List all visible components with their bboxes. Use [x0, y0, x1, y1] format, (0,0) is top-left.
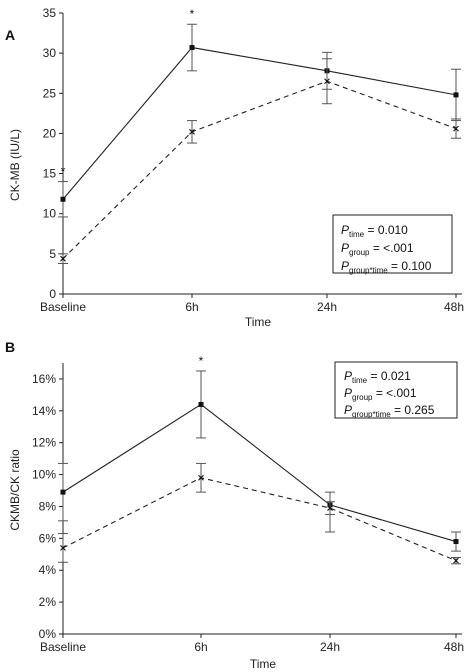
panel-b-x-tick-label: Baseline: [40, 640, 86, 654]
panel-a-y-tick-label: 25: [43, 86, 57, 100]
panel-a-point-x: [324, 78, 330, 85]
panel-a-series-line-solid: [62, 46, 457, 200]
panel-a-point-square: [60, 196, 66, 202]
panel-b-y-axis-title: CKMB/CK ratio: [8, 449, 22, 531]
panel-a-y-tick-label: 10: [43, 207, 57, 221]
panel-b-x-tick-label: 48h: [444, 640, 464, 654]
panel-a-x-tick-label: 48h: [444, 300, 464, 314]
panel-a-plot: 0 5 10 15 20 25 30 35 Baseline 6h 24h 48h * *: [40, 6, 464, 314]
panel-a-significance-marker: *: [61, 165, 66, 179]
panel-a-stats: Ptime = 0.010 Pgroup = <.001 Pgroup*time =…: [341, 223, 432, 275]
panel-b-x-tick-label: 6h: [194, 640, 207, 654]
panel-a-point-x-stroke: [324, 78, 330, 85]
panel-a-point-x-stroke: [60, 255, 66, 262]
panel-a-x-tick-label: 24h: [317, 300, 337, 314]
panel-a-series-line-dashed: [62, 80, 457, 260]
panel-b-stat-line: Pgroup*time = 0.265: [344, 403, 435, 419]
panel-b-point-square: [198, 401, 204, 407]
panel-b-significance-marker: *: [199, 354, 204, 368]
panel-b-point-x: [60, 545, 66, 551]
panel-a-y-tick-label: 5: [49, 247, 56, 261]
panel-b: B CKMB/CK ratio Time 0% 2% 4% 6% 8% 10% 12% 14%…: [5, 339, 464, 671]
panel-b-point-x-stroke: [453, 557, 459, 564]
panel-b-x-tick-label: 24h: [320, 640, 340, 654]
panel-b-point-x: [327, 505, 333, 511]
panel-b-point-square: [60, 489, 66, 495]
panel-a-x-tick-label: Baseline: [40, 300, 86, 314]
panel-b-y-tick-label: 14%: [32, 404, 56, 418]
panel-b-y-tick-label: 6%: [39, 531, 57, 545]
panel-a-label: A: [5, 27, 15, 43]
panel-a-stat-line: Ptime = 0.010: [341, 223, 408, 239]
panel-b-y-tick-label: 16%: [32, 372, 56, 386]
panel-b-y-tick-label: 4%: [39, 563, 57, 577]
panel-a-point-x-stroke: [453, 125, 459, 132]
panel-b-label: B: [5, 339, 15, 355]
panel-b-point-x: [453, 557, 459, 564]
panel-b-point-x: [198, 474, 204, 481]
panel-b-y-tick-label: 0%: [39, 627, 57, 641]
panel-a-point-square: [189, 45, 195, 51]
panel-a-point-x: [189, 128, 195, 135]
panel-a-point-x: [453, 125, 459, 132]
panel-b-stat-line: Ptime = 0.021: [344, 369, 411, 385]
panel-a-x-tick-label: 6h: [185, 300, 198, 314]
panel-a-point-square: [453, 92, 459, 98]
panel-b-plot: 0% 2% 4% 6% 8% 10% 12% 14% 16% Baseline 6h 24h 48h *: [32, 354, 464, 654]
panel-a-stat-line: Pgroup*time = 0.100: [341, 259, 432, 275]
panel-a-y-tick-label: 15: [43, 167, 57, 181]
panel-b-point-x-stroke: [60, 545, 66, 551]
panel-b-point-square: [453, 539, 459, 545]
panel-a-y-tick-label: 0: [49, 287, 56, 301]
panel-b-y-tick-label: 10%: [32, 468, 56, 482]
panel-a-y-axis-title: CK-MB (IU/L): [8, 129, 22, 201]
panel-b-point-x-stroke: [327, 505, 333, 511]
panel-b-y-tick-label: 8%: [39, 499, 57, 513]
panel-b-series-line-dashed: [62, 477, 457, 562]
panel-b-stats-box: [334, 361, 458, 419]
panel-a-x-axis-title: Time: [245, 315, 272, 329]
panel-a-y-tick-label: 30: [43, 46, 57, 60]
panel-a-y-tick-label: 20: [43, 126, 57, 140]
panel-a-y-tick-label: 35: [43, 6, 57, 20]
panel-b-y-tick-label: 12%: [32, 436, 56, 450]
panel-a-stats-box: [332, 214, 453, 274]
panel-a-point-x: [60, 255, 66, 262]
panel-b-y-tick-label: 2%: [39, 595, 57, 609]
panel-a: A CK-MB (IU/L) Time 0 5 10 15 20 25 30 35 Baseli…: [5, 6, 464, 329]
panel-b-point-x-stroke: [198, 474, 204, 481]
panel-a-point-x-stroke: [189, 128, 195, 135]
panel-a-stat-line: Pgroup = <.001: [341, 241, 414, 257]
panel-b-x-axis-title: Time: [250, 657, 277, 671]
panel-b-stat-line: Pgroup = <.001: [344, 386, 417, 402]
panel-b-series-line-solid: [62, 403, 457, 543]
panel-a-significance-marker: *: [190, 7, 195, 21]
